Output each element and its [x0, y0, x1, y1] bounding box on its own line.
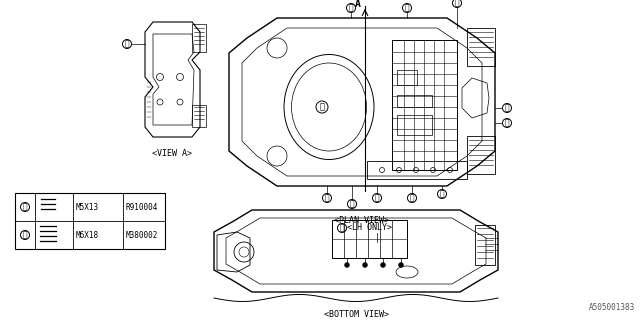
Text: ②: ② — [340, 223, 344, 233]
Text: M380002: M380002 — [126, 230, 158, 239]
Text: ①: ① — [410, 194, 414, 203]
Text: R910004: R910004 — [126, 203, 158, 212]
Circle shape — [344, 262, 349, 268]
Text: ①: ① — [440, 189, 444, 198]
Circle shape — [399, 262, 403, 268]
Text: ①: ① — [319, 102, 324, 111]
Text: ②: ② — [22, 230, 28, 239]
Text: ②: ② — [374, 194, 380, 203]
Circle shape — [362, 262, 367, 268]
Text: <VIEW A>: <VIEW A> — [152, 149, 192, 158]
Text: ①: ① — [22, 203, 28, 212]
Text: ②: ② — [349, 4, 353, 12]
Text: ①: ① — [454, 0, 460, 7]
Text: A: A — [355, 0, 361, 9]
Text: ①: ① — [404, 4, 410, 12]
Text: ①: ① — [324, 194, 330, 203]
Circle shape — [381, 262, 385, 268]
Text: <PLAN VIEW>: <PLAN VIEW> — [335, 216, 390, 225]
Text: <LH ONLY>: <LH ONLY> — [347, 223, 392, 233]
Text: M5X13: M5X13 — [76, 203, 99, 212]
Text: ②: ② — [125, 39, 129, 49]
Text: <BOTTOM VIEW>: <BOTTOM VIEW> — [323, 310, 388, 319]
Text: ②: ② — [505, 118, 509, 127]
Text: ②: ② — [349, 199, 355, 209]
Text: ②: ② — [505, 103, 509, 113]
Text: A505001383: A505001383 — [589, 303, 635, 312]
Text: M6X18: M6X18 — [76, 230, 99, 239]
